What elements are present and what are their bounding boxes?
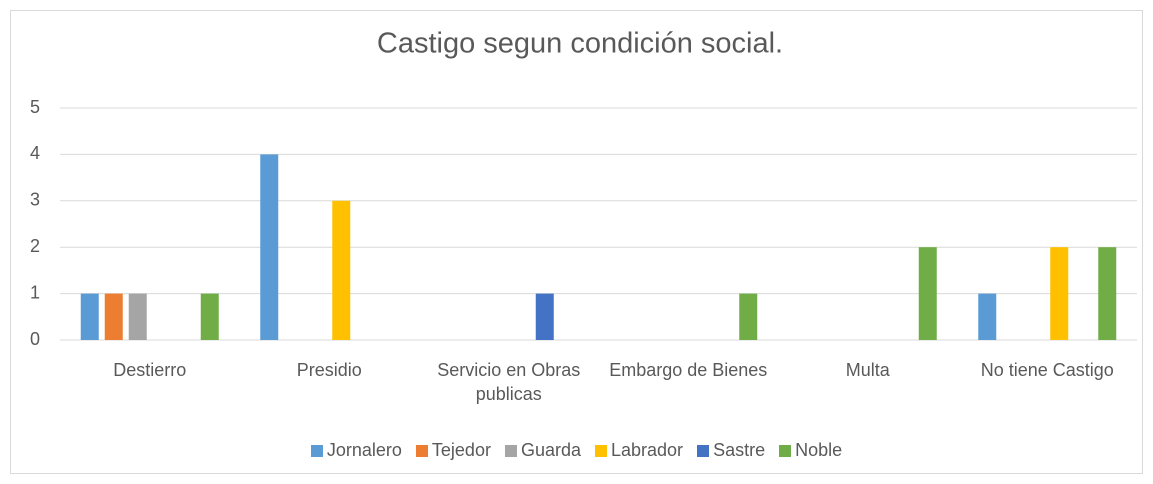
y-tick-label: 3 [30, 190, 40, 210]
legend-item: Sastre [697, 440, 765, 461]
x-tick-label: Servicio en Obras publicas [437, 360, 581, 404]
bar [978, 293, 997, 340]
legend-swatch [595, 444, 607, 457]
legend-swatch [779, 444, 792, 457]
legend-swatch [310, 444, 323, 457]
x-tick-label: No tiene Castigo [980, 360, 1114, 380]
bar [535, 293, 554, 340]
legend-label: Labrador [611, 440, 684, 460]
legend-item: Noble [779, 440, 842, 461]
y-tick-label: 4 [30, 143, 40, 163]
y-tick-label: 5 [30, 97, 40, 117]
x-tick-label: Destierro [113, 360, 187, 380]
bar [918, 247, 937, 340]
legend: Jornalero Tejedor Guarda Labrador Sastre Nobl… [0, 440, 1153, 461]
bar [80, 293, 99, 340]
chart-title: Castigo segun condición social. [377, 28, 783, 60]
bar [260, 154, 279, 340]
chart-border [10, 10, 1143, 474]
legend-label: Tejedor [431, 440, 491, 460]
legend-swatch [697, 444, 710, 457]
bar [332, 200, 351, 340]
y-tick-label: 0 [30, 329, 40, 349]
bar [104, 293, 123, 340]
legend-item: Labrador [595, 440, 683, 461]
y-tick-label: 1 [30, 282, 40, 302]
bar [128, 293, 147, 340]
y-tick-label: 2 [30, 236, 40, 256]
bar [1050, 247, 1069, 340]
bar [1098, 247, 1117, 340]
x-tick-label: Embargo de Bienes [609, 360, 768, 380]
legend-item: Guarda [504, 440, 581, 461]
legend-label: Guarda [520, 440, 581, 460]
x-tick-label: Multa [845, 360, 890, 380]
bar [200, 293, 219, 340]
legend-label: Noble [795, 440, 843, 460]
legend-label: Sastre [713, 440, 766, 460]
legend-item: Tejedor [415, 440, 491, 461]
legend-label: Jornalero [326, 440, 402, 460]
legend-swatch [415, 444, 428, 457]
legend-item: Jornalero [310, 440, 402, 461]
legend-swatch [504, 444, 517, 457]
x-tick-label: Presidio [296, 360, 362, 380]
bar [739, 293, 758, 340]
